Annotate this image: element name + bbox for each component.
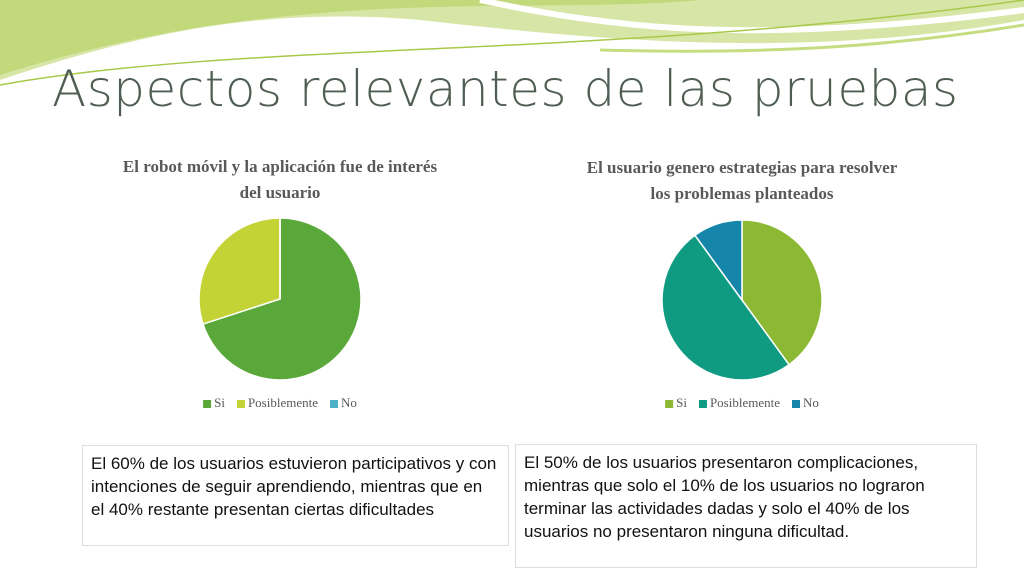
legend-swatch	[792, 400, 800, 408]
swoosh	[0, 0, 1024, 80]
swoosh	[0, 0, 700, 75]
swoosh-line	[599, 23, 1024, 53]
legend-label: No	[803, 395, 819, 410]
swoosh-line	[479, 0, 1024, 34]
legend-label: Posiblemente	[248, 395, 318, 410]
legend-swatch	[203, 400, 212, 408]
text-box: El 50% de los usuarios presentaron compl…	[515, 444, 977, 568]
legend-label: Posiblemente	[710, 395, 780, 410]
pie-slice	[202, 217, 362, 381]
legend-label: No	[341, 395, 357, 410]
slide-title: Aspectos relevantes de las pruebas	[52, 60, 959, 118]
text-box: El 60% de los usuarios estuvieron partic…	[82, 445, 509, 546]
chart-title: El robot móvil y la aplicación fue de in…	[122, 157, 438, 202]
chart-title: El usuario genero estrategias para resol…	[586, 158, 898, 203]
pie-slice	[661, 234, 791, 381]
legend-swatch	[330, 400, 338, 408]
pie-slice	[693, 219, 743, 303]
legend-label: Si	[676, 395, 687, 410]
legend-swatch	[665, 400, 674, 408]
legend-label: Si	[214, 395, 225, 410]
legend-swatch	[236, 400, 245, 408]
pie-slice	[198, 217, 281, 325]
pie-slice	[741, 219, 823, 366]
legend-swatch	[698, 400, 707, 408]
swoosh-line	[0, 0, 1024, 86]
